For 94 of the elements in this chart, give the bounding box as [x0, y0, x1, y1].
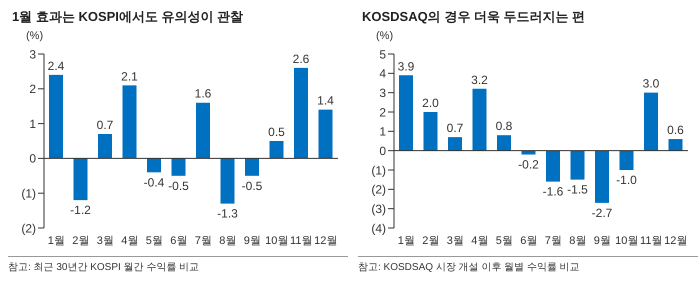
- x-tick-label: 7월: [544, 234, 562, 247]
- y-tick-label: (2): [371, 182, 386, 197]
- bar: [270, 141, 284, 158]
- bar: [472, 88, 486, 151]
- bar: [122, 85, 136, 158]
- data-label: -1.0: [616, 173, 638, 187]
- x-tick-label: 8월: [219, 234, 236, 247]
- bar: [522, 150, 536, 155]
- text: 참고: KOSDSAQ 시장 개설 이후 월별 수익률 비교: [358, 261, 581, 274]
- x-tick-label: 3월: [96, 234, 114, 247]
- x-tick-label: 11월: [640, 234, 662, 247]
- data-label: 0.8: [496, 119, 513, 134]
- x-tick-label: 1월: [398, 234, 415, 247]
- data-label: -0.5: [168, 178, 190, 193]
- y-tick-label: 2: [29, 82, 36, 96]
- x-tick-label: 4월: [121, 234, 138, 247]
- x-tick-label: 6월: [520, 234, 538, 247]
- data-label: -0.5: [242, 178, 263, 193]
- bar: [644, 92, 658, 151]
- data-label: -1.3: [217, 206, 238, 221]
- bar: [98, 134, 112, 158]
- x-tick-label: 10월: [265, 234, 288, 247]
- y-tick-label: (1): [21, 186, 36, 200]
- y-axis-title: (%): [375, 30, 394, 44]
- y-tick-label: 1: [379, 124, 386, 139]
- bar: [49, 74, 63, 158]
- data-label: -2.7: [592, 206, 613, 220]
- data-label: 2.6: [292, 52, 310, 66]
- x-tick-label: 8월: [569, 234, 586, 247]
- y-tick-label: 2: [379, 105, 386, 120]
- y-tick-label: (1): [371, 163, 386, 178]
- data-label: -0.2: [518, 158, 540, 172]
- text: 참고: 최근 30년간 KOSPI 월간 수익률 비교: [8, 261, 200, 274]
- x-tick-label: 6월: [170, 234, 188, 247]
- x-tick-label: 2월: [72, 234, 90, 247]
- y-tick-label: 0: [379, 144, 386, 158]
- bar: [196, 102, 210, 158]
- data-label: -1.2: [70, 203, 92, 218]
- bar: [147, 158, 161, 172]
- y-axis-title: (%): [25, 30, 44, 44]
- y-tick-label: (4): [371, 221, 386, 236]
- bar: [74, 158, 88, 200]
- x-tick-label: 2월: [422, 234, 440, 247]
- bar: [172, 158, 186, 176]
- bar: [668, 139, 682, 151]
- y-tick-label: (2): [21, 221, 36, 236]
- x-tick-label: 9월: [244, 234, 261, 247]
- bar: [546, 150, 560, 182]
- x-tick-label: 3월: [446, 234, 464, 247]
- y-tick-label: 4: [379, 66, 386, 81]
- y-tick-label: 0: [29, 152, 36, 166]
- x-tick-label: 12월: [664, 234, 688, 247]
- bar: [220, 158, 234, 204]
- x-tick-label: 12월: [314, 234, 338, 247]
- bar: [448, 137, 462, 151]
- x-tick-label: 5월: [146, 234, 163, 247]
- x-tick-label: 1월: [48, 234, 65, 247]
- data-label: 1.4: [317, 94, 334, 108]
- data-label: 2.4: [48, 58, 65, 73]
- data-label: 3.0: [642, 76, 660, 91]
- data-label: 3.9: [398, 59, 415, 74]
- data-label: -1.5: [567, 182, 588, 197]
- x-tick-label: 5월: [496, 234, 513, 247]
- y-tick-label: 5: [379, 47, 386, 62]
- x-tick-label: 9월: [594, 234, 611, 247]
- bar: [570, 150, 584, 180]
- bar: [399, 75, 413, 151]
- bar: [620, 150, 634, 170]
- data-label: 0.6: [667, 123, 684, 138]
- data-label: 2.0: [422, 96, 440, 110]
- y-tick-label: 1: [29, 116, 36, 131]
- chart-title: KOSDSAQ의 경우 더욱 두드러지는 편: [361, 8, 586, 26]
- y-tick-label: 3: [29, 47, 36, 62]
- bar: [245, 158, 259, 176]
- data-label: 0.5: [268, 125, 286, 139]
- bar: [318, 110, 332, 158]
- data-label: 0.7: [446, 121, 464, 136]
- data-label: 2.1: [121, 69, 138, 84]
- chart-title: 1월 효과는 KOSPI에서도 유의성이 관찰: [11, 8, 244, 26]
- data-label: 3.2: [471, 72, 488, 87]
- data-label: -1.6: [542, 184, 564, 199]
- data-label: 0.7: [96, 118, 114, 132]
- bar: [595, 150, 609, 203]
- x-tick-label: 4월: [471, 234, 488, 247]
- bar: [497, 135, 511, 151]
- y-tick-label: (3): [371, 202, 386, 216]
- x-tick-label: 10월: [615, 234, 638, 247]
- x-tick-label: 11월: [290, 234, 312, 247]
- data-label: 1.6: [194, 86, 212, 101]
- x-tick-label: 7월: [194, 234, 212, 247]
- y-tick-label: 3: [379, 86, 386, 100]
- data-label: -0.4: [144, 175, 165, 190]
- bar: [294, 68, 308, 158]
- bar: [424, 112, 438, 151]
